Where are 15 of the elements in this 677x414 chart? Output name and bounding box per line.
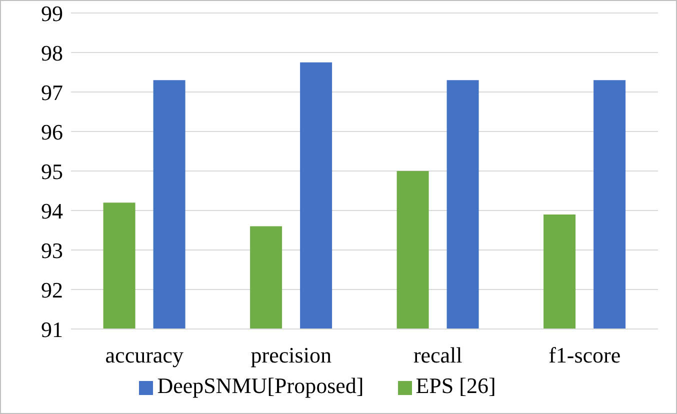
y-tick-label: 98 — [41, 40, 63, 66]
legend-label: DeepSNMU[Proposed] — [157, 373, 364, 398]
y-tick-label: 95 — [41, 158, 63, 184]
x-tick-label: precision — [250, 342, 332, 368]
y-tick-label: 94 — [41, 198, 63, 224]
y-tick-label: 99 — [41, 0, 63, 26]
legend-label: EPS [26] — [416, 373, 496, 398]
y-tick-label: 92 — [41, 277, 63, 302]
x-tick-label: accuracy — [105, 342, 184, 368]
y-tick-label: 96 — [41, 119, 63, 144]
x-tick-label: f1-score — [548, 342, 621, 368]
y-tick-label: 91 — [41, 316, 63, 342]
y-tick-label: 97 — [41, 80, 63, 105]
y-tick-label: 93 — [41, 238, 63, 263]
x-tick-label: recall — [413, 342, 462, 368]
